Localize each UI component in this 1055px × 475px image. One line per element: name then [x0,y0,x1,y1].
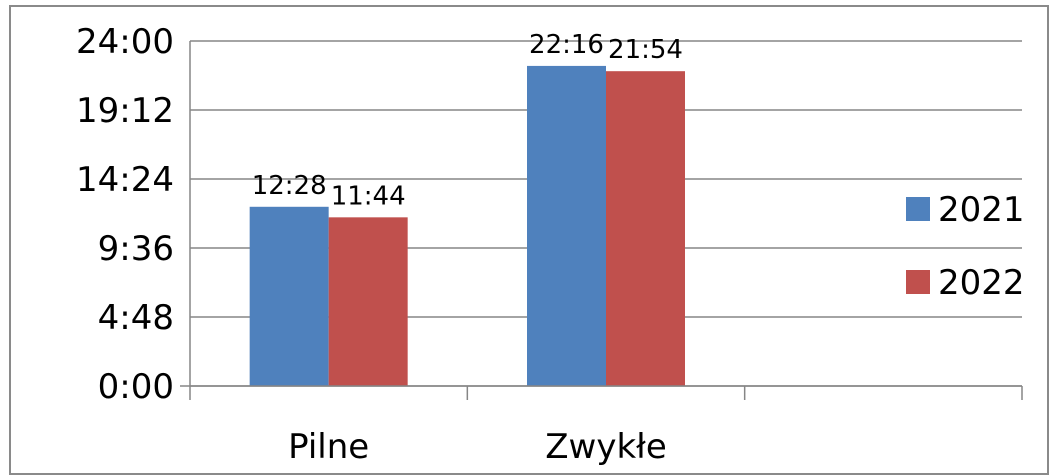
bar-2021-Pilne [249,206,329,386]
y-tick-label: 9:36 [98,229,174,269]
data-label: 21:54 [608,35,683,65]
y-tick-label: 4:48 [98,298,174,338]
legend-swatch-2022 [906,270,930,294]
bars [249,65,685,386]
data-label: 11:44 [331,181,406,211]
labels: 0:00 4:48 9:36 14:24 19:12 24:00 12:28 11:44 Pil… [76,22,683,467]
legend: 2021 2022 [906,190,1025,303]
data-label: 22:16 [529,30,604,60]
bar-2022-Pilne [328,217,408,386]
legend-label: 2022 [938,263,1025,303]
x-category-label: Pilne [288,427,369,467]
legend-swatch-2021 [906,197,930,221]
bar-2022-Zwykłe [606,71,685,386]
data-label: 12:28 [252,171,327,201]
x-category-label: Zwykłe [545,427,667,467]
axes [180,41,1023,400]
y-tick-label: 14:24 [76,160,174,200]
bar-2021-Zwykłe [527,65,606,386]
y-tick-label: 24:00 [76,22,174,62]
legend-label: 2021 [938,190,1025,230]
y-tick-label: 0:00 [98,367,174,407]
y-tick-label: 19:12 [76,91,174,131]
